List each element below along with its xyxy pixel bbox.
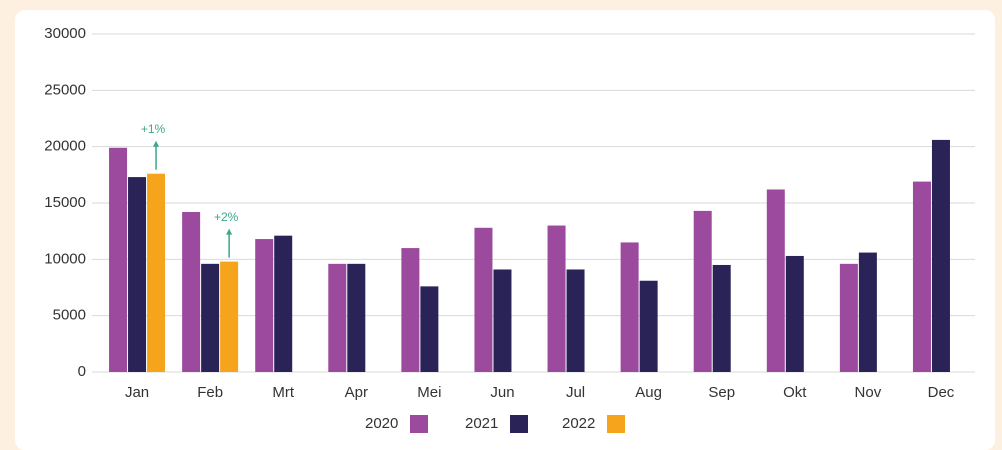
bar [401, 248, 420, 372]
bar [912, 181, 931, 372]
bar [109, 147, 128, 372]
x-tick-label: Apr [345, 384, 368, 401]
bar [420, 286, 439, 372]
bar [328, 263, 347, 372]
bar [766, 189, 785, 372]
bar [147, 173, 166, 372]
bar [712, 264, 731, 372]
y-tick-label: 0 [78, 363, 86, 380]
bar [693, 210, 712, 372]
bar [220, 261, 239, 372]
page: {"chart_data": {"type": "bar", "categori… [15, 10, 995, 450]
x-tick-label: Dec [928, 384, 955, 401]
bar [547, 225, 566, 372]
legend-swatch [510, 415, 528, 433]
x-tick-label: Mrt [272, 384, 294, 401]
legend-label: 2021 [465, 415, 498, 432]
x-tick-label: Mei [417, 384, 441, 401]
bar [639, 280, 658, 372]
bar [182, 212, 201, 372]
annotation: +1% [141, 122, 166, 136]
y-tick-label: 30000 [44, 25, 86, 42]
bar [785, 255, 804, 372]
x-tick-label: Sep [708, 384, 735, 401]
y-tick-label: 25000 [44, 81, 86, 98]
bar [347, 263, 366, 372]
bar [493, 269, 512, 372]
bar [839, 263, 858, 372]
bar [201, 263, 220, 372]
annotation-arrowhead [226, 228, 233, 235]
bar [128, 177, 147, 372]
y-tick-label: 15000 [44, 194, 86, 211]
legend-swatch [410, 415, 428, 433]
x-tick-label: Feb [197, 384, 223, 401]
x-tick-label: Jul [566, 384, 585, 401]
bar [566, 269, 585, 372]
bar [274, 235, 293, 372]
annotation: +2% [214, 210, 239, 224]
legend-swatch [607, 415, 625, 433]
annotation-arrowhead [153, 140, 160, 147]
x-tick-label: Aug [635, 384, 662, 401]
bar [858, 252, 877, 372]
legend-label: 2020 [365, 415, 398, 432]
x-tick-label: Jan [125, 384, 149, 401]
bar [620, 242, 639, 372]
y-tick-label: 10000 [44, 250, 86, 267]
x-tick-label: Jun [490, 384, 514, 401]
x-tick-label: Nov [855, 384, 882, 401]
y-tick-label: 20000 [44, 138, 86, 155]
legend-label: 2022 [562, 415, 595, 432]
y-tick-label: 5000 [53, 307, 86, 324]
bar [474, 227, 493, 372]
card [15, 10, 995, 450]
x-tick-label: Okt [783, 384, 807, 401]
bar [255, 239, 274, 372]
chart: 0 5000 10000 15000 20000 25000 30000 Jan Feb Mrt A… [44, 25, 975, 433]
bar [931, 139, 950, 372]
